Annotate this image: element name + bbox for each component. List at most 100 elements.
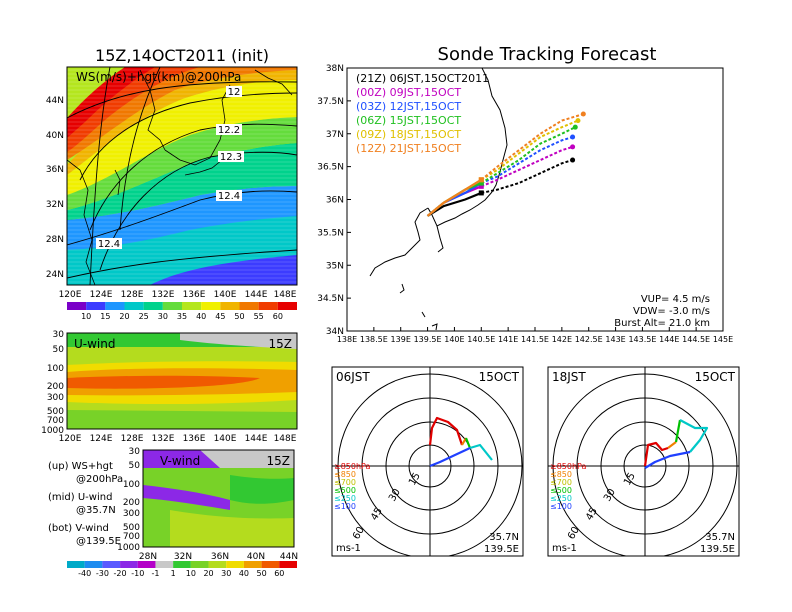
ws-colorbar-swatch — [182, 302, 202, 310]
u-lon-136E: 136E — [183, 434, 206, 444]
track-line-ascent — [426, 191, 482, 217]
u-lon-128E: 128E — [121, 434, 144, 444]
lat-tick-28N: 28N — [46, 235, 64, 245]
diverging-colorbar-swatch — [208, 561, 227, 568]
track-landing-point — [570, 134, 576, 140]
vwind-time: 15Z — [267, 454, 291, 468]
diverging-colorbar-swatch — [173, 561, 191, 568]
u-p-30: 30 — [53, 330, 65, 340]
track-series-0 — [426, 157, 576, 217]
vwind-lat-ticks: 28N 32N 36N 40N 44N — [139, 552, 298, 562]
launch-12z: (12Z) 21JST,15OCT — [356, 142, 461, 155]
ws-colorbar-swatch — [201, 302, 221, 310]
ws-colorbar-swatch — [239, 302, 259, 310]
param-vdw: VDW= -3.0 m/s — [633, 306, 710, 317]
track-burst-point — [478, 180, 484, 186]
u-lon-124E: 124E — [90, 434, 113, 444]
u-p-50: 50 — [53, 345, 65, 355]
ws-colorbar-swatch — [86, 302, 106, 310]
rose-right-levels: ≥850hPa ≤850 ≤700 ≤500 ≤250 ≤100 — [550, 462, 587, 511]
u-p-500: 500 — [47, 407, 64, 417]
tracking-lon-tick: 143E — [605, 335, 625, 344]
track-burst-point — [478, 190, 484, 196]
u-p-100: 100 — [47, 364, 64, 374]
ws-colorbar-tick: 50 — [234, 312, 244, 321]
tracking-title: Sonde Tracking Forecast — [438, 44, 657, 65]
diverging-colorbar-tick: 30 — [221, 569, 231, 578]
lon-tick-132E: 132E — [152, 290, 175, 300]
vwind-title: V-wind — [160, 454, 200, 468]
u-lon-148E: 148E — [274, 434, 297, 444]
note-mid-1: (mid) U-wind — [48, 492, 112, 503]
diverging-colorbar-swatch — [226, 561, 244, 568]
diverging-colorbar-swatch — [155, 561, 174, 568]
tracking-lon-tick: 145E — [713, 335, 733, 344]
map-overlay-label: WS(m/s)+hgt(km)@200hPa — [76, 70, 241, 84]
v-p-30: 30 — [129, 447, 141, 457]
diverging-colorbar-tick: 10 — [186, 569, 196, 578]
uwind-field — [67, 333, 297, 429]
note-up-2: @200hPa — [76, 474, 123, 485]
ws-colorbar-tick: 15 — [100, 312, 110, 321]
ws-colorbar-tick: 40 — [196, 312, 206, 321]
track-landing-point — [570, 144, 576, 150]
tracking-lon-tick: 144E — [659, 335, 679, 344]
uwind-lon-ticks: 120E 124E 128E 132E 136E 140E 144E 148E — [59, 434, 297, 444]
diverging-colorbar-tick: 40 — [239, 569, 249, 578]
v-p-500: 500 — [123, 523, 140, 533]
lon-tick-136E: 136E — [183, 290, 206, 300]
v-p-700: 700 — [123, 532, 140, 542]
rose-left-lv-0: ≥850hPa — [334, 462, 371, 471]
track-landing-point — [580, 111, 586, 117]
v-p-50: 50 — [129, 461, 141, 471]
ws-colorbar-tick: 10 — [81, 312, 91, 321]
ws-colorbar-tick: 20 — [119, 312, 129, 321]
diverging-colorbar-swatch — [279, 561, 297, 568]
rose-right-lv-0: ≥850hPa — [550, 462, 587, 471]
map-lat-ticks: 44N 40N 36N 32N 28N 24N — [46, 96, 64, 280]
ws-field: 12 12.2 12.3 12.4 12.4 — [67, 67, 297, 285]
tracking-lat-tick: 38N — [326, 64, 344, 74]
track-line-descent — [481, 159, 573, 194]
launch-21z: (21Z) 06JST,15OCT2011 — [356, 72, 489, 85]
ws-colorbar-tick: 25 — [139, 312, 149, 321]
vwind-field — [143, 450, 294, 547]
rose-left-unit: ms-1 — [336, 543, 361, 554]
launch-03z: (03Z) 12JST,15OCT — [356, 100, 461, 113]
tracking-lat-tick: 35N — [326, 261, 344, 271]
map-frame — [66, 66, 298, 286]
track-line-descent — [480, 145, 573, 188]
uwind-time: 15Z — [269, 337, 293, 351]
tracking-lon-tick: 144.5E — [682, 335, 710, 344]
tracking-lon-tick: 140E — [444, 335, 464, 344]
lat-tick-36N: 36N — [46, 165, 64, 175]
contour-label-12-4-b: 12.4 — [98, 239, 120, 250]
note-bot-1: (bot) V-wind — [48, 523, 109, 534]
rose-left-time: 06JST — [336, 370, 370, 384]
coastline — [67, 69, 293, 285]
rose-left-field — [332, 367, 523, 556]
vwind-frame — [142, 449, 295, 548]
track-line-descent — [480, 126, 576, 184]
v-p-100: 100 — [123, 480, 140, 490]
rose-left-lv-4: ≤250 — [334, 494, 356, 503]
legend-notes: (up) WS+hgt @200hPa (mid) U-wind @35.7N … — [48, 461, 123, 547]
v-lat-36N: 36N — [211, 552, 229, 562]
lon-tick-124E: 124E — [90, 290, 113, 300]
rose-left-ring-60: 60 — [351, 525, 367, 542]
rose-right-unit: ms-1 — [552, 543, 577, 554]
tracking-lon-tick: 141.5E — [521, 335, 549, 344]
rose-left-lat: 35.7N — [489, 532, 519, 543]
u-p-200: 200 — [47, 382, 64, 392]
ws-colorbar-swatch — [258, 302, 278, 310]
rose-left-ring-45: 45 — [369, 506, 385, 523]
ws-colorbar-tick: 55 — [254, 312, 264, 321]
tracking-lat-ticks: 38N 37.5N 37N 36.5N 36N 35.5N 35N 34.5N 34N — [317, 64, 351, 337]
diverging-colorbar-tick: 1 — [171, 569, 176, 578]
u-lon-132E: 132E — [152, 434, 175, 444]
tracking-params: VUP= 4.5 m/s VDW= -3.0 m/s Burst Alt= 21… — [614, 294, 710, 329]
v-p-1000: 1000 — [117, 543, 140, 553]
rose-left-lon: 139.5E — [484, 544, 519, 555]
